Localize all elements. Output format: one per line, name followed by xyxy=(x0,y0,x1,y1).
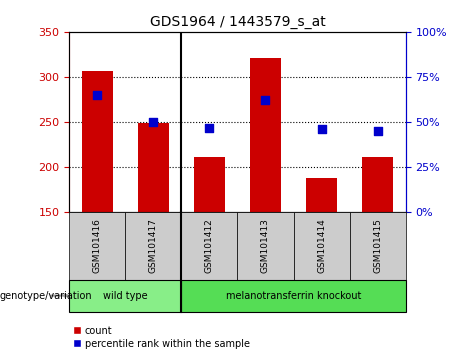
Point xyxy=(262,98,269,103)
Point xyxy=(206,125,213,130)
Point xyxy=(374,129,381,134)
Text: GSM101417: GSM101417 xyxy=(149,218,158,274)
Legend: count, percentile rank within the sample: count, percentile rank within the sample xyxy=(70,322,254,353)
Text: GSM101416: GSM101416 xyxy=(93,218,102,274)
Bar xyxy=(250,58,281,212)
Point xyxy=(149,119,157,125)
Bar xyxy=(138,123,169,212)
Point xyxy=(94,92,101,98)
Text: GSM101413: GSM101413 xyxy=(261,218,270,274)
Text: melanotransferrin knockout: melanotransferrin knockout xyxy=(226,291,361,301)
Point xyxy=(318,126,325,132)
Text: GSM101412: GSM101412 xyxy=(205,219,214,273)
Text: genotype/variation: genotype/variation xyxy=(0,291,93,301)
Bar xyxy=(82,71,112,212)
Text: GSM101415: GSM101415 xyxy=(373,218,382,274)
Text: wild type: wild type xyxy=(103,291,148,301)
Text: GSM101414: GSM101414 xyxy=(317,219,326,273)
Bar xyxy=(306,178,337,212)
Title: GDS1964 / 1443579_s_at: GDS1964 / 1443579_s_at xyxy=(149,16,325,29)
Bar xyxy=(194,157,225,212)
Bar xyxy=(362,157,393,212)
